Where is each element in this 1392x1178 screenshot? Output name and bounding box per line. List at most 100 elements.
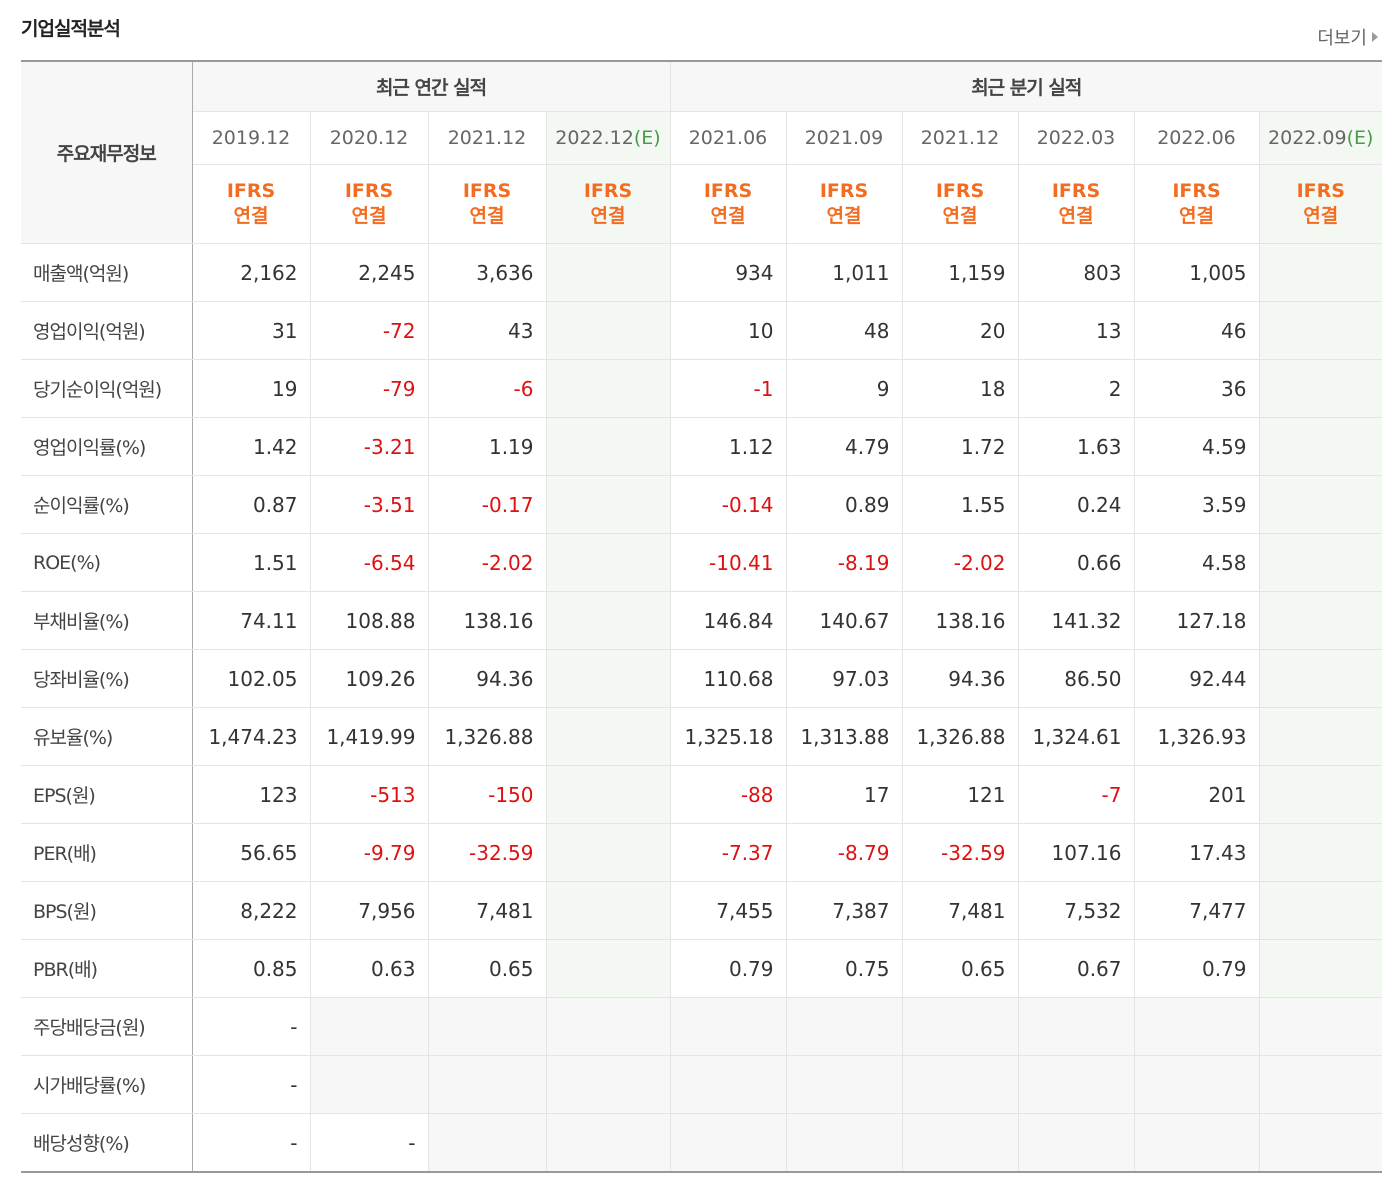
period-header: 2019.12: [192, 111, 311, 165]
period-date: 2020.12: [329, 127, 409, 149]
value-cell: 19: [191, 359, 311, 418]
value-cell: 31: [191, 301, 311, 360]
accounting-standard: IFRS: [703, 180, 753, 202]
row-label: 영업이익률(%): [21, 417, 193, 476]
group-header: 최근 연간 실적: [191, 60, 671, 112]
value-cell: 141.32: [1017, 591, 1135, 650]
empty-cell: [309, 1055, 429, 1114]
value-cell: 18: [901, 359, 1019, 418]
value-cell: 1,313.88: [785, 707, 903, 766]
empty-cell: [545, 939, 671, 998]
header-row: 주요재무정보 최근 연간 실적 최근 분기 실적: [21, 60, 1382, 244]
empty-cell: [1258, 707, 1382, 766]
standard-header: IFRS 연결: [192, 164, 311, 244]
row-label: EPS(원): [21, 765, 193, 824]
accounting-standard: IFRS: [1172, 180, 1221, 202]
row-label: BPS(원): [21, 881, 193, 940]
consolidation-basis: 연결: [1303, 205, 1339, 227]
data-row: BPS(원) 8,222 7,956 7,481 7,455 7,387 7,481 7,53…: [21, 881, 1382, 940]
value-cell: 1.55: [901, 475, 1019, 534]
value-cell: 7,477: [1133, 881, 1260, 940]
value-cell: 1,474.23: [191, 707, 311, 766]
section-title: 기업실적분석: [21, 18, 121, 40]
value-cell: 108.88: [309, 591, 429, 650]
value-cell: -8.19: [785, 533, 903, 592]
value-cell: 4.58: [1133, 533, 1260, 592]
value-cell: 3,636: [427, 243, 547, 302]
date-row: 2019.12 2020.12 2021.12 2022.12(E) 2021.06 20…: [21, 111, 1382, 165]
accounting-standard: IFRS: [583, 180, 633, 202]
value-cell: 1,326.93: [1133, 707, 1260, 766]
value-cell: -88: [669, 765, 787, 824]
more-text[interactable]: 더보기: [1317, 28, 1367, 49]
empty-cell: [1258, 823, 1382, 882]
data-row: EPS(원) 123 -513 -150 -88 17 121 -7 201: [21, 765, 1382, 824]
value-cell: 94.36: [901, 649, 1019, 708]
value-cell: -3.21: [309, 417, 429, 476]
value-cell: 74.11: [191, 591, 311, 650]
consolidation-basis: 연결: [233, 205, 269, 227]
value-cell: 86.50: [1017, 649, 1135, 708]
estimate-mark: (E): [633, 127, 661, 149]
value-cell: 2: [1017, 359, 1135, 418]
value-cell: 1,326.88: [427, 707, 547, 766]
value-cell: 1,326.88: [901, 707, 1019, 766]
value-cell: 934: [669, 243, 787, 302]
value-cell: -0.14: [669, 475, 787, 534]
empty-cell: [1017, 1055, 1135, 1114]
value-cell: 7,956: [309, 881, 429, 940]
value-cell: 1.63: [1017, 417, 1135, 476]
data-row: 부채비율(%) 74.11 108.88 138.16 146.84 140.67 138.…: [21, 591, 1382, 650]
standard-header: IFRS 연결: [901, 164, 1019, 244]
value-cell: 109.26: [309, 649, 429, 708]
period-date: 2022.12: [555, 127, 634, 149]
period-header: 2021.09: [785, 111, 903, 165]
empty-cell: [1258, 881, 1382, 940]
row-label: 유보율(%): [21, 707, 193, 766]
value-cell: 1,324.61: [1017, 707, 1135, 766]
value-cell: -150: [427, 765, 547, 824]
empty-cell: [1258, 1055, 1382, 1114]
financial-table: 주요재무정보 최근 연간 실적 최근 분기 실적 2019.12 2020.12 2021…: [21, 60, 1382, 1173]
value-cell: 1.42: [191, 417, 311, 476]
value-cell: -6.54: [309, 533, 429, 592]
empty-cell: [545, 707, 671, 766]
row-label: PBR(배): [21, 939, 193, 998]
value-cell: -513: [309, 765, 429, 824]
empty-cell: [1133, 997, 1260, 1056]
row-label: 영업이익(억원): [21, 301, 193, 360]
value-cell: 4.59: [1133, 417, 1260, 476]
value-cell: -0.17: [427, 475, 547, 534]
period-date: 2022.06: [1157, 127, 1236, 149]
row-label: 배당성향(%): [21, 1113, 193, 1173]
empty-cell: [545, 359, 671, 418]
more-link[interactable]: 더보기: [1317, 24, 1378, 50]
value-cell: 9: [785, 359, 903, 418]
row-label: 시가배당률(%): [21, 1055, 193, 1114]
empty-cell: [1133, 1055, 1260, 1114]
empty-cell: [669, 997, 787, 1056]
empty-cell: [1258, 301, 1382, 360]
empty-cell: [545, 1113, 671, 1173]
data-row: 시가배당률(%) -: [21, 1055, 1382, 1114]
standard-header: IFRS 연결: [1017, 164, 1135, 244]
value-cell: 17.43: [1133, 823, 1260, 882]
value-cell: 1.51: [191, 533, 311, 592]
period-header: 2022.12(E): [545, 111, 671, 165]
value-cell: -32.59: [427, 823, 547, 882]
value-cell: 7,481: [901, 881, 1019, 940]
value-cell: 146.84: [669, 591, 787, 650]
value-cell: 46: [1133, 301, 1260, 360]
empty-cell: [545, 417, 671, 476]
value-cell: 1.12: [669, 417, 787, 476]
accounting-standard: IFRS: [819, 180, 869, 202]
standard-header: IFRS 연결: [309, 164, 429, 244]
value-cell: 1,159: [901, 243, 1019, 302]
period-date: 2019.12: [211, 127, 291, 149]
consolidation-basis: 연결: [1058, 205, 1094, 227]
data-row: 순이익률(%) 0.87 -3.51 -0.17 -0.14 0.89 1.55 0.24 3.…: [21, 475, 1382, 534]
row-label: 순이익률(%): [21, 475, 193, 534]
value-cell: 36: [1133, 359, 1260, 418]
value-cell: 48: [785, 301, 903, 360]
